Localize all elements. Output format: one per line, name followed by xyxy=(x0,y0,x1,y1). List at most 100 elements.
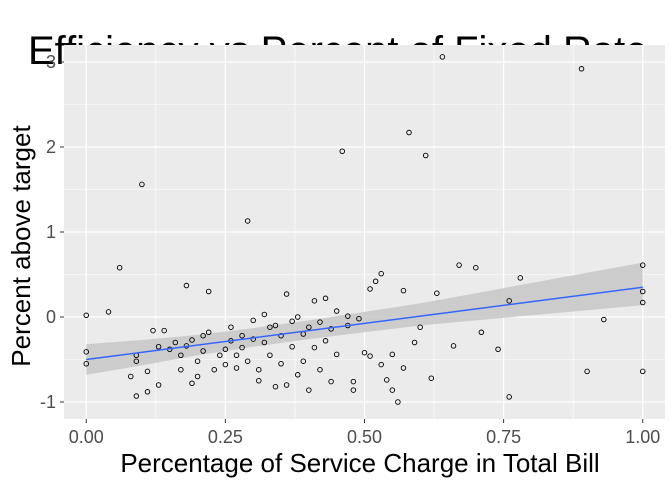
data-point xyxy=(422,152,429,159)
trend-line-layer xyxy=(86,286,643,361)
data-point xyxy=(328,326,334,332)
data-point xyxy=(345,313,351,319)
data-point xyxy=(261,311,268,318)
data-point xyxy=(83,361,90,367)
data-point xyxy=(378,361,384,368)
x-tick-label: 0.25 xyxy=(208,427,243,447)
data-point xyxy=(639,299,646,306)
data-point xyxy=(372,278,379,285)
y-tick-label: 0 xyxy=(46,307,56,327)
data-point xyxy=(256,366,262,373)
data-point xyxy=(517,275,524,281)
data-point xyxy=(400,365,407,371)
data-point xyxy=(178,352,184,359)
data-point xyxy=(244,358,251,364)
data-point xyxy=(144,389,151,395)
data-point xyxy=(272,322,279,329)
x-tick-label: 0.00 xyxy=(69,427,104,447)
data-point xyxy=(261,339,268,346)
data-point xyxy=(456,262,462,268)
data-point xyxy=(356,315,362,322)
data-point xyxy=(601,316,607,323)
data-point xyxy=(250,336,256,342)
y-tick-label: 1 xyxy=(46,222,56,242)
data-point xyxy=(400,287,407,294)
data-point xyxy=(278,361,284,367)
data-point xyxy=(178,366,184,373)
data-point xyxy=(473,264,479,271)
data-point xyxy=(450,343,457,349)
y-axis: -1 0 1 2 3 xyxy=(40,52,64,412)
data-point xyxy=(478,329,485,336)
data-point xyxy=(205,329,212,336)
data-point xyxy=(350,378,357,385)
data-point xyxy=(367,353,373,359)
data-point xyxy=(256,378,262,384)
data-point xyxy=(200,332,206,339)
data-point xyxy=(233,352,240,359)
data-point xyxy=(116,264,123,271)
data-point xyxy=(639,288,646,295)
data-point xyxy=(222,361,229,368)
data-point xyxy=(506,394,512,400)
data-point xyxy=(350,387,357,393)
data-point xyxy=(222,346,229,353)
data-point xyxy=(200,348,206,354)
data-point xyxy=(367,286,373,292)
data-point xyxy=(417,324,423,330)
y-tick-label: 2 xyxy=(46,137,56,157)
data-point xyxy=(228,324,234,330)
data-point xyxy=(289,344,295,350)
data-point xyxy=(239,332,245,339)
data-point xyxy=(105,309,112,315)
data-point xyxy=(306,387,312,393)
data-point xyxy=(322,338,329,344)
data-point xyxy=(194,373,201,380)
data-point xyxy=(239,344,245,351)
data-point xyxy=(389,351,396,358)
data-point xyxy=(317,319,323,325)
data-point xyxy=(439,54,446,60)
data-point xyxy=(411,339,418,346)
x-tick-label: 0.50 xyxy=(347,427,382,447)
data-point xyxy=(217,352,223,359)
data-point xyxy=(406,129,412,136)
data-point xyxy=(578,66,585,72)
data-point xyxy=(144,368,151,375)
data-point xyxy=(428,375,435,381)
data-point xyxy=(395,399,401,405)
data-point xyxy=(294,314,301,320)
data-point xyxy=(233,365,240,371)
data-point xyxy=(328,378,334,385)
data-point xyxy=(133,358,140,364)
data-point xyxy=(311,344,318,351)
data-point xyxy=(161,327,167,334)
data-point xyxy=(189,337,195,343)
trend-line xyxy=(86,286,643,361)
data-point xyxy=(339,148,345,154)
data-point xyxy=(211,366,217,373)
y-tick-label: -1 xyxy=(40,392,56,412)
data-point xyxy=(434,290,440,296)
data-point xyxy=(150,327,156,334)
points-layer xyxy=(83,54,646,405)
data-point xyxy=(183,282,190,289)
data-point xyxy=(244,218,251,224)
data-point xyxy=(289,318,295,325)
data-point xyxy=(172,339,179,346)
data-point xyxy=(495,346,501,353)
data-point xyxy=(278,332,284,339)
y-tick-label: 3 xyxy=(46,52,56,72)
data-point xyxy=(205,288,212,295)
data-point xyxy=(194,358,201,364)
x-axis: 0.00 0.25 0.50 0.75 1.00 xyxy=(69,419,660,447)
x-tick-label: 0.75 xyxy=(486,427,521,447)
data-point xyxy=(639,262,646,268)
data-point xyxy=(333,308,340,314)
data-point xyxy=(155,382,162,388)
grid-major xyxy=(64,45,665,419)
data-point xyxy=(250,317,256,324)
data-point xyxy=(133,393,140,399)
data-point xyxy=(384,377,390,383)
